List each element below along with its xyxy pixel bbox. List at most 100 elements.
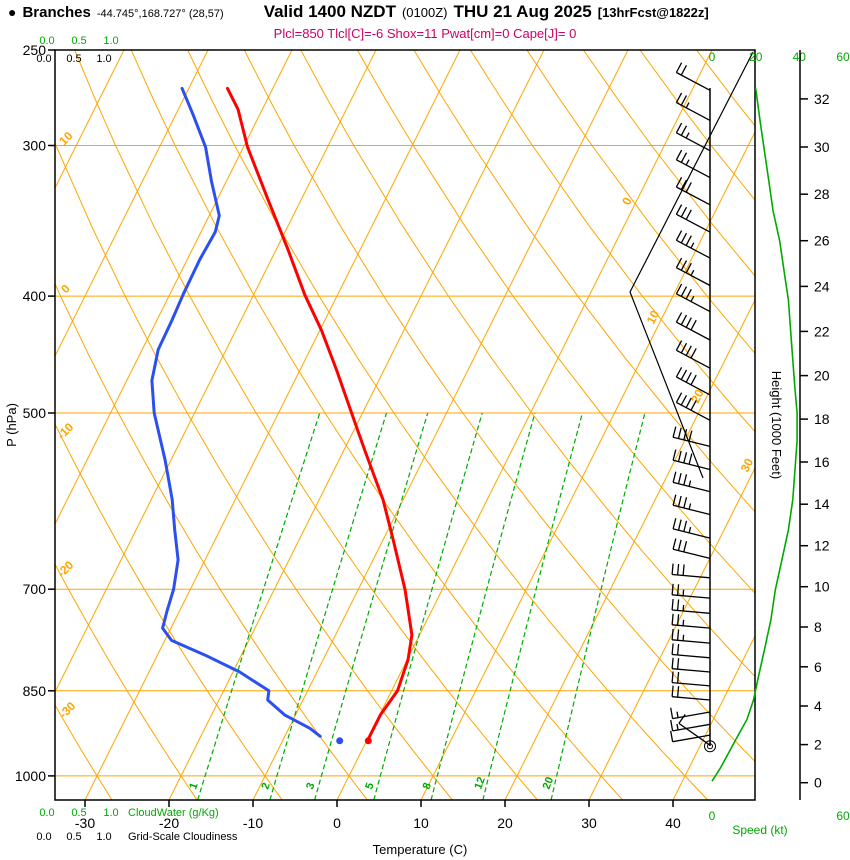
wind-barb-tick — [685, 235, 692, 246]
mixing-ratio-label: 2 — [259, 781, 272, 791]
wind-barb-tick — [690, 319, 697, 331]
dry-adiabat-line — [582, 50, 755, 277]
wind-barb-tick — [680, 64, 688, 76]
cloudwater-scale-top: 0.5 — [71, 35, 86, 47]
wind-barb-tick — [683, 541, 688, 552]
mixing-ratio-label: 12 — [472, 775, 487, 791]
wind-barb-tick — [671, 613, 674, 625]
dry-adiabat-label: -20 — [54, 558, 76, 580]
dry-adiabat-line — [55, 423, 283, 800]
wind-barb-tick — [676, 599, 680, 611]
mixing-ratio-line — [197, 412, 321, 800]
mixing-ratio-lines — [197, 412, 646, 800]
calm-wind-marker-outer — [704, 740, 716, 753]
cloudiness-scale-bottom: 1.0 — [96, 831, 111, 843]
wind-barb — [672, 639, 711, 644]
wind-barb-tick — [680, 95, 688, 106]
wind-barb — [672, 609, 711, 614]
speed-scale-bottom: 0 — [709, 809, 716, 823]
wind-barb-tick — [675, 62, 683, 73]
temperature-tick-label: 30 — [581, 815, 597, 831]
isotherm-line — [420, 130, 755, 800]
dry-adiabat-line — [74, 50, 538, 800]
wind-barb-tick — [676, 672, 680, 684]
wind-barb-tick — [688, 503, 692, 510]
wind-barb-tick — [675, 312, 683, 323]
isotherm-label: 0 — [619, 195, 635, 208]
wind-barb-tick — [683, 497, 688, 509]
dry-adiabat-line — [187, 50, 709, 800]
wind-barb — [676, 376, 711, 396]
wind-barb — [676, 401, 711, 421]
mixing-ratio-line — [482, 412, 583, 800]
wind-barb-tick — [675, 92, 683, 103]
wind-barb-tick — [675, 257, 683, 269]
wind-barb-tick — [680, 232, 688, 244]
dry-adiabat-label: -10 — [54, 420, 76, 442]
wind-barb-tick — [676, 584, 680, 596]
wind-barb-tick — [672, 449, 677, 461]
wind-barb-tick — [682, 604, 685, 611]
wind-barb-tick — [670, 730, 674, 742]
isotherm-line — [55, 50, 377, 694]
cloudiness-scale-bottom: 0.5 — [66, 831, 81, 843]
wind-barb-tick — [677, 472, 682, 484]
wind-barb — [676, 349, 711, 369]
wind-barb-tick — [678, 714, 686, 724]
dewpoint-surface-dot — [336, 737, 344, 745]
temperature-tick-label: 10 — [413, 815, 429, 831]
dry-adiabat-label: 0 — [58, 281, 73, 296]
cloudiness-scale-top: 0.0 — [36, 53, 51, 65]
cloudiness-scale-bottom: 0.0 — [36, 831, 51, 843]
height-axis-title: Height (1000 Feet) — [769, 371, 784, 479]
wind-barb-tick — [677, 519, 682, 531]
wind-barb-tick — [680, 125, 688, 136]
wind-barb-tick — [677, 427, 682, 439]
dry-adiabat-line — [413, 50, 755, 513]
wind-barb — [676, 159, 711, 179]
wind-barb-tick — [676, 711, 679, 718]
dry-adiabat-line — [130, 50, 623, 800]
isotherm-line — [55, 50, 209, 358]
wind-barb — [672, 436, 711, 448]
wind-barb-tick — [690, 374, 697, 386]
pressure-tick-label: 500 — [23, 405, 47, 421]
stability-indices: Plcl=850 Tlcl[C]=-6 Shox=11 Pwat[cm]=0 C… — [273, 26, 577, 41]
isotherm-line — [672, 634, 755, 800]
height-tick-label: 2 — [814, 737, 822, 753]
isotherm-line — [55, 50, 293, 526]
temperature-axis-title: Temperature (C) — [373, 842, 468, 857]
pressure-tick-label: 400 — [23, 288, 47, 304]
isotherm-label: 10 — [644, 308, 663, 327]
wind-barb-tick — [680, 260, 688, 271]
speed-scale-top: 20 — [749, 50, 763, 64]
wind-barb-tick — [675, 149, 683, 161]
wind-barb-tick — [675, 204, 683, 215]
wind-barb-tick — [677, 495, 682, 507]
wind-barb-tick — [685, 102, 690, 109]
wind-barb-tick — [685, 288, 692, 300]
wind-barb-tick — [671, 643, 674, 655]
dry-adiabat-line — [300, 50, 755, 678]
wind-barb-tick — [680, 369, 688, 380]
wind-barb-tick — [671, 563, 674, 575]
height-tick-label: 20 — [814, 368, 830, 384]
wind-barb-tick — [671, 685, 674, 697]
wind-barb-tick — [682, 564, 685, 576]
reference-line — [629, 51, 754, 479]
wind-barb-tick — [672, 494, 677, 506]
wind-barb-tick — [685, 132, 690, 139]
height-tick-label: 0 — [814, 775, 822, 791]
cloudwater-axis-title: CloudWater (g/Kg) — [128, 807, 219, 819]
wind-barb — [676, 267, 711, 287]
header-line: ● Branches -44.745°,168.727° (28,57) Val… — [8, 2, 709, 22]
wind-barb — [672, 548, 711, 560]
wind-barb-tick — [685, 182, 692, 193]
dry-adiabat-line — [243, 50, 755, 763]
height-tick-label: 24 — [814, 278, 830, 294]
wind-barb — [672, 594, 711, 599]
wind-barb-tick — [690, 242, 695, 249]
isotherm-line — [336, 50, 713, 800]
wind-barb — [672, 528, 711, 539]
wind-barb — [672, 696, 711, 701]
